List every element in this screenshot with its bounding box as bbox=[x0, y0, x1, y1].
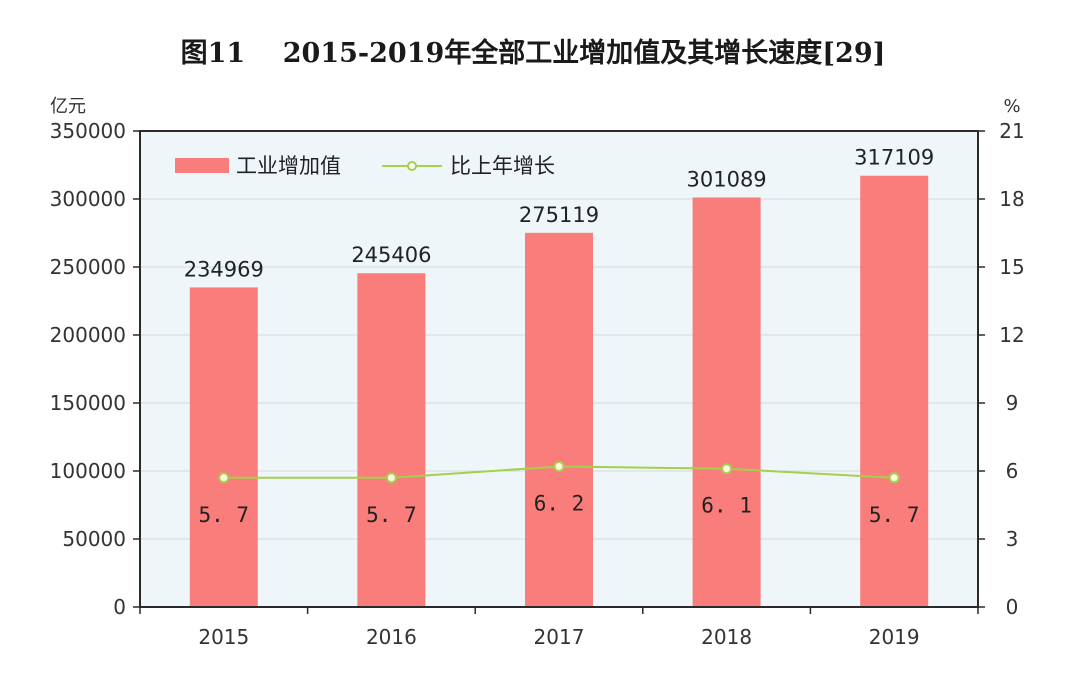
left-axis-tick-label: 200000 bbox=[50, 323, 126, 347]
bar-value-label: 275119 bbox=[519, 203, 599, 227]
x-axis-tick-label: 2019 bbox=[869, 625, 920, 649]
left-axis-tick-label: 350000 bbox=[50, 119, 126, 143]
line-point bbox=[385, 472, 397, 484]
right-axis-tick-label: 6 bbox=[1006, 459, 1019, 483]
line-value-label: 5. 7 bbox=[869, 503, 920, 527]
right-axis-tick-label: 18 bbox=[999, 187, 1024, 211]
x-axis: 2015 2016 2017 2018 2019 bbox=[139, 607, 979, 649]
plot-frame bbox=[139, 130, 979, 608]
left-axis: 0 50000 100000 150000 200000 250000 300000 3500… bbox=[50, 119, 140, 619]
left-axis-tick-label: 250000 bbox=[50, 255, 126, 279]
bar-value-label: 317109 bbox=[854, 146, 934, 170]
line-point bbox=[553, 460, 565, 472]
legend-bar-swatch bbox=[175, 158, 229, 173]
left-axis-tick-label: 50000 bbox=[62, 527, 126, 551]
bar-value-label: 245406 bbox=[351, 243, 431, 267]
right-axis: 0 3 6 9 12 15 18 21 bbox=[978, 119, 1025, 619]
right-axis-tick-label: 12 bbox=[999, 323, 1024, 347]
left-axis-tick-label: 100000 bbox=[50, 459, 126, 483]
right-axis-tick-label: 0 bbox=[1006, 595, 1019, 619]
bar bbox=[357, 273, 426, 607]
right-axis-tick-label: 9 bbox=[1006, 391, 1019, 415]
x-axis-tick-label: 2015 bbox=[198, 625, 249, 649]
left-axis-tick-label: 0 bbox=[113, 595, 126, 619]
bar bbox=[189, 287, 258, 607]
left-axis-tick-label: 300000 bbox=[50, 187, 126, 211]
bar bbox=[692, 197, 761, 607]
bar-series: 234969 245406 275119 301089 317109 bbox=[184, 146, 934, 608]
line-value-label: 6. 2 bbox=[534, 491, 585, 515]
legend-line-marker bbox=[407, 161, 417, 171]
line-value-label: 6. 1 bbox=[701, 494, 752, 518]
bar bbox=[860, 175, 929, 608]
x-axis-tick-label: 2018 bbox=[701, 625, 752, 649]
line-point bbox=[888, 472, 900, 484]
left-axis-tick-label: 150000 bbox=[50, 391, 126, 415]
right-axis-tick-label: 3 bbox=[1006, 527, 1019, 551]
line-series: 5. 7 5. 7 6. 2 6. 1 5. 7 bbox=[199, 460, 920, 527]
bar-value-label: 234969 bbox=[184, 257, 264, 281]
chart-title: 图11 2015-2019年全部工业增加值及其增长速度[29] bbox=[181, 37, 886, 69]
line-value-label: 5. 7 bbox=[199, 503, 250, 527]
x-axis-tick-label: 2016 bbox=[366, 625, 417, 649]
line-value-label: 5. 7 bbox=[366, 503, 417, 527]
right-axis-unit: % bbox=[1003, 96, 1020, 117]
bar-value-label: 301089 bbox=[687, 168, 767, 192]
right-axis-tick-label: 21 bbox=[999, 119, 1024, 143]
line-point bbox=[721, 463, 733, 475]
legend-line-label: 比上年增长 bbox=[450, 154, 555, 178]
x-axis-tick-label: 2017 bbox=[534, 625, 585, 649]
line-point bbox=[218, 472, 230, 484]
legend: 工业增加值 比上年增长 bbox=[175, 154, 555, 178]
right-axis-tick-label: 15 bbox=[999, 255, 1024, 279]
bar bbox=[525, 232, 593, 607]
left-axis-unit: 亿元 bbox=[50, 96, 86, 117]
legend-bar-label: 工业增加值 bbox=[236, 154, 341, 178]
